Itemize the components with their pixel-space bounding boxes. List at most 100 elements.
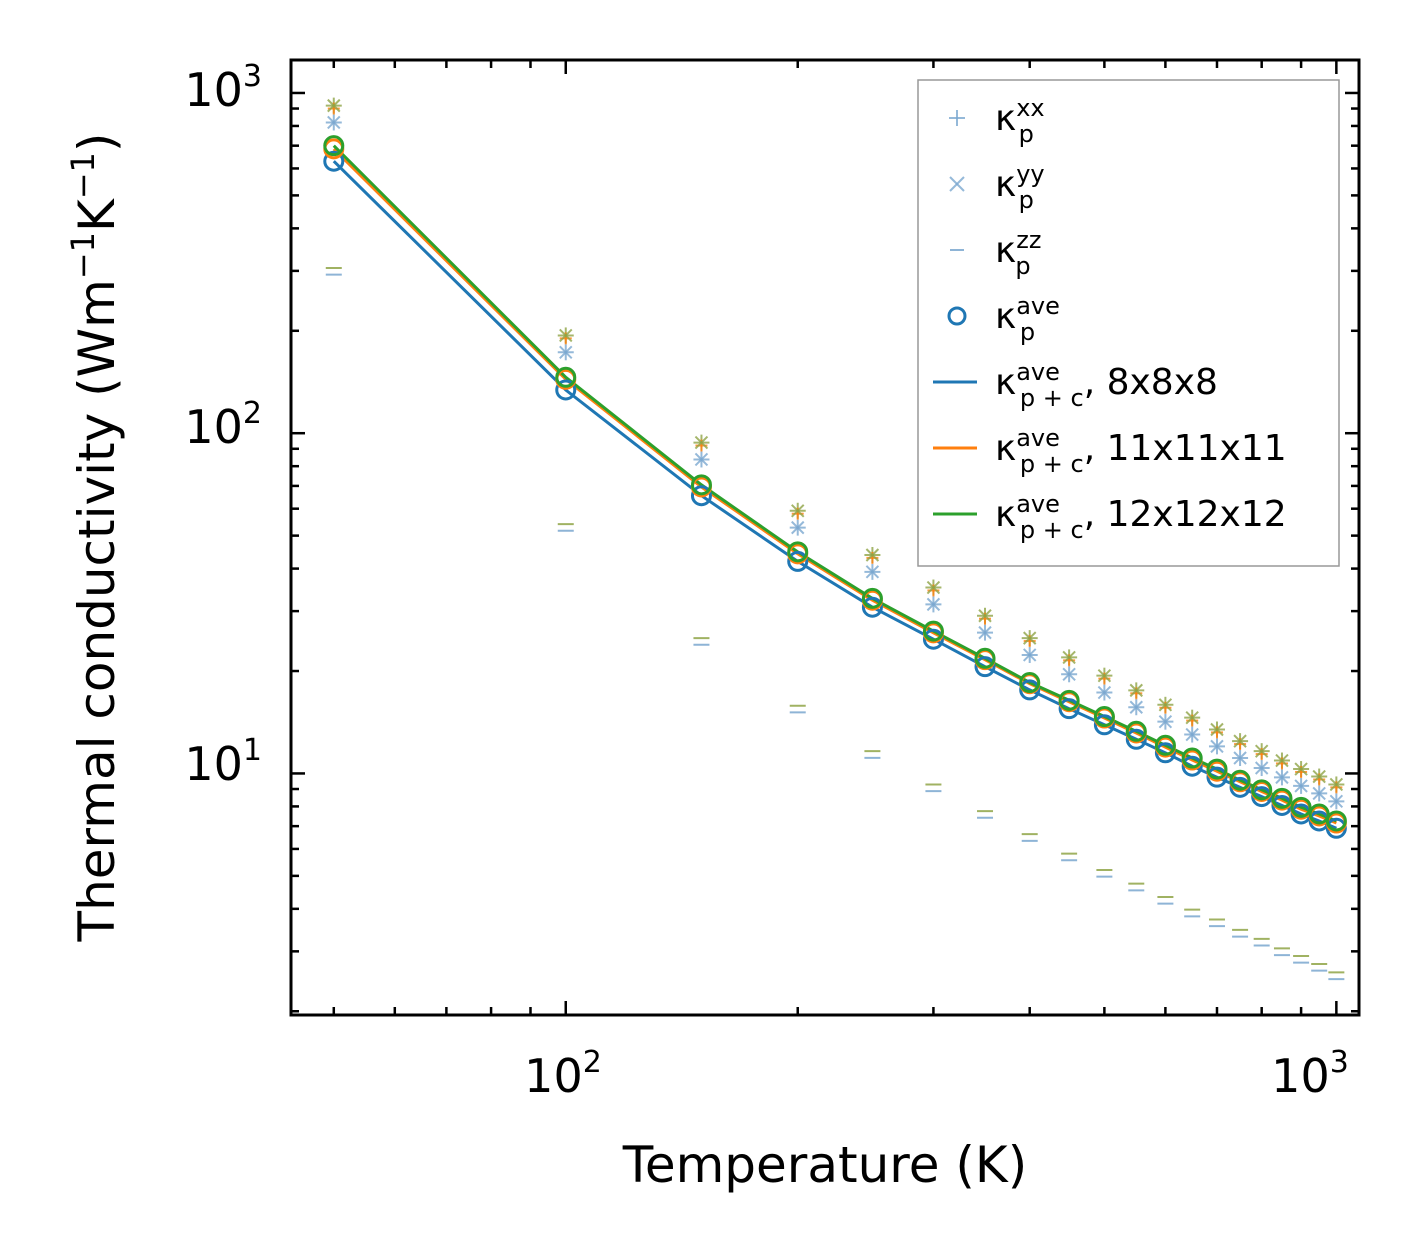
point-kappa-p-yy — [1129, 683, 1143, 698]
point-kappa-p-yy — [865, 565, 880, 579]
point-kappa-p-yy — [1312, 769, 1326, 784]
y-axis-title: Thermal conductivity (Wm−1K−1) — [64, 133, 126, 943]
point-kappa-p-ave — [555, 366, 577, 388]
point-kappa-p-ave — [1058, 698, 1080, 720]
point-kappa-p-ave — [690, 485, 712, 507]
point-kappa-p-yy — [1158, 698, 1173, 712]
point-kappa-p-ave — [1093, 706, 1115, 728]
legend-entry-kappa-pc-11x11x11: κave p + c, 11x11x11 — [933, 424, 1287, 478]
series-kappa-p-zz — [325, 266, 1345, 981]
point-kappa-p-ave — [1181, 755, 1203, 777]
y-tick-label: 101 — [184, 733, 262, 791]
point-kappa-p-ave — [1019, 672, 1041, 694]
point-kappa-p-yy — [1129, 700, 1143, 714]
x-tick-label: 103 — [1271, 1045, 1349, 1103]
legend-entry-kappa-p-xx: κxx p — [949, 94, 1045, 148]
legend-marker-circle — [947, 306, 967, 326]
legend-entry-kappa-p-ave: κave p — [947, 292, 1060, 346]
point-kappa-p-ave — [1154, 742, 1176, 764]
legend-frame — [917, 79, 1340, 567]
point-kappa-p-ave — [1308, 803, 1330, 825]
point-kappa-p-yy — [1210, 722, 1224, 737]
point-kappa-p-yy — [1233, 734, 1247, 748]
point-kappa-p-yy — [1210, 739, 1224, 754]
point-kappa-p-ave — [922, 628, 944, 650]
point-kappa-p-yy — [1022, 648, 1037, 662]
point-kappa-p-ave — [690, 474, 712, 496]
point-kappa-p-ave — [1290, 796, 1312, 818]
major-ticks — [291, 60, 1359, 1015]
point-kappa-p-ave — [323, 150, 345, 172]
plot-content — [323, 97, 1347, 981]
point-kappa-p-yy — [1097, 685, 1112, 700]
point-kappa-p-ave — [1058, 689, 1080, 711]
point-kappa-p-ave — [1125, 720, 1147, 742]
legend-entry-kappa-pc-12x12x12: κave p + c, 12x12x12 — [933, 490, 1287, 544]
point-kappa-p-ave — [1229, 776, 1251, 798]
point-kappa-p-yy — [1294, 779, 1308, 793]
point-kappa-p-yy — [1022, 631, 1037, 645]
point-kappa-p-ave — [1325, 810, 1347, 832]
y-tick-label: 103 — [184, 59, 262, 117]
point-kappa-p-yy — [327, 115, 341, 130]
x-axis-title: Temperature (K) — [622, 1136, 1027, 1194]
point-kappa-p-ave — [1271, 787, 1293, 809]
point-kappa-p-yy — [1158, 714, 1173, 729]
point-kappa-p-ave — [1154, 734, 1176, 756]
y-tick-label: 102 — [184, 396, 262, 454]
point-kappa-p-ave — [1206, 758, 1228, 780]
point-kappa-p-yy — [694, 435, 709, 450]
point-kappa-p-yy — [978, 625, 992, 640]
point-kappa-p-yy — [1329, 794, 1344, 809]
point-kappa-p-yy — [978, 609, 992, 623]
point-kappa-p-ave — [1229, 769, 1251, 791]
legend-label: κxx p — [995, 94, 1045, 148]
point-kappa-p-yy — [1312, 786, 1326, 801]
point-kappa-p-ave — [1206, 766, 1228, 788]
series-kappa-p-ave — [323, 135, 1347, 839]
point-kappa-p-ave — [974, 647, 996, 669]
point-kappa-p-ave — [1181, 747, 1203, 769]
point-kappa-p-yy — [1275, 770, 1289, 785]
legend: κxx p κyy p κzz p κave p κave p + c, 8x8x8 κa… — [917, 79, 1340, 567]
legend-entry-kappa-p-yy: κyy p — [949, 160, 1045, 214]
legend-circle-mark — [947, 306, 967, 326]
legend-x-mark — [949, 176, 965, 192]
legend-label: κzz p — [995, 226, 1041, 280]
point-kappa-p-ave — [1019, 679, 1041, 701]
point-kappa-p-ave — [323, 135, 345, 157]
legend-marker-plus — [949, 110, 965, 126]
point-kappa-p-ave — [1125, 728, 1147, 750]
point-kappa-p-ave — [974, 656, 996, 678]
point-kappa-p-yy — [791, 504, 805, 518]
point-kappa-p-yy — [1294, 762, 1308, 776]
point-kappa-p-yy — [559, 328, 573, 343]
point-kappa-p-yy — [1062, 667, 1076, 681]
point-kappa-p-yy — [865, 548, 880, 562]
point-kappa-p-ave — [787, 541, 809, 563]
point-kappa-p-ave — [1251, 779, 1273, 801]
point-kappa-p-yy — [1062, 650, 1076, 665]
point-kappa-p-yy — [1275, 753, 1289, 768]
point-kappa-p-yy — [559, 345, 573, 360]
point-kappa-p-ave — [555, 379, 577, 401]
point-kappa-p-yy — [791, 520, 805, 535]
point-kappa-p-yy — [1233, 751, 1247, 765]
point-kappa-p-yy — [926, 597, 941, 612]
point-kappa-p-yy — [1254, 744, 1269, 758]
point-kappa-p-yy — [1185, 727, 1199, 742]
x-tick-label: 102 — [524, 1045, 602, 1103]
point-kappa-p-ave — [861, 587, 883, 609]
point-kappa-p-yy — [327, 98, 341, 113]
point-kappa-p-ave — [787, 550, 809, 572]
point-kappa-p-ave — [922, 620, 944, 642]
point-kappa-p-yy — [1329, 777, 1344, 792]
point-kappa-p-ave — [861, 596, 883, 618]
point-kappa-p-yy — [1097, 668, 1112, 683]
point-kappa-p-yy — [926, 580, 941, 595]
legend-label: κave p + c, 11x11x11 — [995, 424, 1287, 478]
legend-entry-kappa-pc-8x8x8: κave p + c, 8x8x8 — [933, 358, 1218, 412]
plot-frame — [289, 58, 1361, 1017]
legend-label: κyy p — [995, 160, 1045, 214]
